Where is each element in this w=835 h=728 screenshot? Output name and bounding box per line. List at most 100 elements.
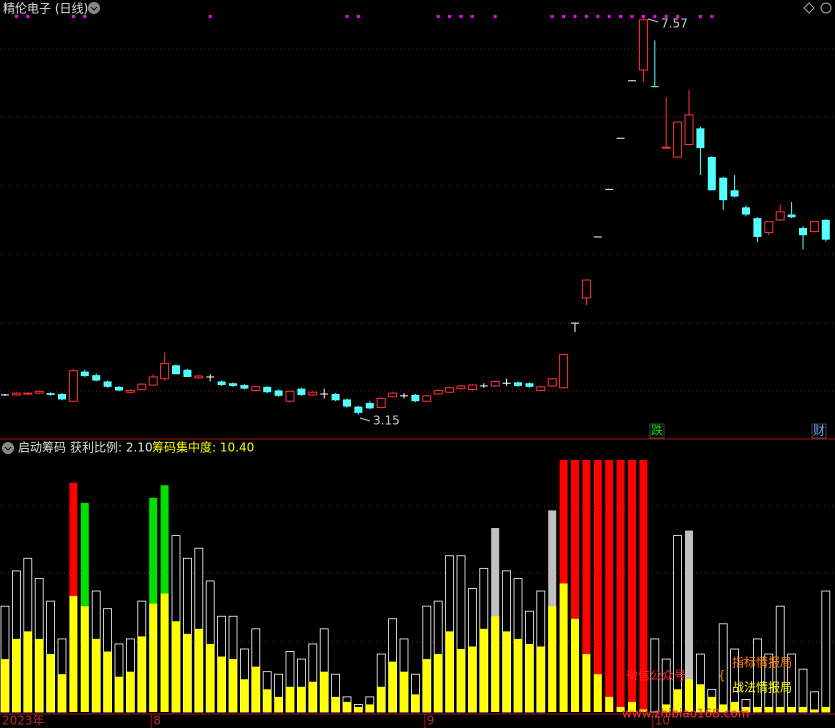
inner-bar [548,606,557,712]
inner-bar [35,638,44,712]
candle-body [240,385,249,389]
candle-body [343,399,351,407]
inner-bar [229,659,237,712]
inner-bar [388,661,397,712]
inner-bar [719,704,728,712]
inner-bar [217,656,226,712]
signal-dot [607,15,611,18]
candle-body [148,376,158,386]
inner-bar [23,631,32,712]
inner-bar [365,704,374,712]
inner-bar [445,631,454,712]
candle-body [411,394,420,402]
inner-bar [69,596,78,712]
signal-dot [698,15,702,18]
inner-bar [377,686,386,712]
candle-body [490,380,500,387]
inner-bar [707,696,716,712]
signal-dot [550,15,554,18]
candle-body [297,388,306,395]
inner-bar [536,646,545,712]
inner-bar [422,659,431,712]
signal-dot [562,15,566,18]
signal-dot [71,15,75,18]
settings-icon[interactable] [820,2,832,14]
outer-bar [571,460,579,712]
inner-bar [160,593,169,712]
legend-item: 获利比例: 2.10 [70,441,153,455]
signal-dot [459,15,463,18]
inner-bar [103,651,112,712]
inner-bar [673,689,682,712]
candle-body [183,369,192,377]
x-tick-label: 9 [427,714,435,728]
candle-body [650,86,659,88]
candle-body [547,378,557,387]
inner-bar [46,654,55,712]
candle-body [536,386,546,391]
candle-body [433,389,443,395]
inner-bar [616,706,625,712]
inner-bar [331,696,340,712]
outer-bar [582,460,591,712]
inner-bar [525,643,534,712]
outer-bar [753,638,762,713]
signal-dot [356,15,360,18]
brand-text: 战法情报局 [732,680,792,695]
signal-dot [676,15,680,18]
candle-body [661,146,671,149]
signal-dot [573,15,577,18]
candle-body [308,391,318,396]
inner-bar [411,694,420,712]
candle-body [58,394,66,400]
candle-body [821,219,830,240]
inner-bar [491,616,500,712]
annotation: 3.15 [373,414,400,428]
inner-bar [251,666,260,712]
menu-icon[interactable] [88,2,100,14]
inner-bar [308,681,317,712]
inner-bar [80,606,89,712]
inner-bar [58,674,66,712]
inner-bar [172,621,180,712]
signal-dot [448,15,452,18]
inner-bar [799,706,807,712]
inner-bar [571,618,579,712]
inner-bar [685,679,693,712]
inner-bar [582,654,591,712]
candle-body [696,128,705,149]
candle-body [753,218,762,237]
candle-body [217,381,226,386]
menu-icon[interactable] [2,442,14,454]
menu-icon-arrow [4,446,12,451]
candle-body [229,383,237,386]
inner-bar [137,636,146,712]
signal-dot [619,15,623,18]
inner-bar [468,646,477,712]
outer-bar [605,460,614,712]
candle-body [263,386,272,393]
candle-body [799,227,807,236]
inner-bar [92,638,101,712]
candle-body [68,370,78,402]
event-box [811,423,827,439]
inner-bar [149,603,158,712]
signal-dot [653,15,657,18]
inner-bar [696,684,705,712]
candle-body [467,384,477,391]
outer-bar [639,460,648,712]
signal-dot [596,15,600,18]
diamond-icon[interactable] [803,2,815,14]
candle-body [673,121,683,158]
inner-bar [821,706,830,712]
inner-bar [194,628,203,712]
inner-bar [274,696,283,712]
inner-bar [628,701,636,712]
indicator-title: 启动筹码 [18,441,66,455]
candle-body [251,386,261,391]
candle-body [730,190,739,197]
signal-dot [710,15,714,18]
event-label: 跌 [651,423,663,438]
candle-body [46,393,55,395]
inner-bar [753,706,762,712]
